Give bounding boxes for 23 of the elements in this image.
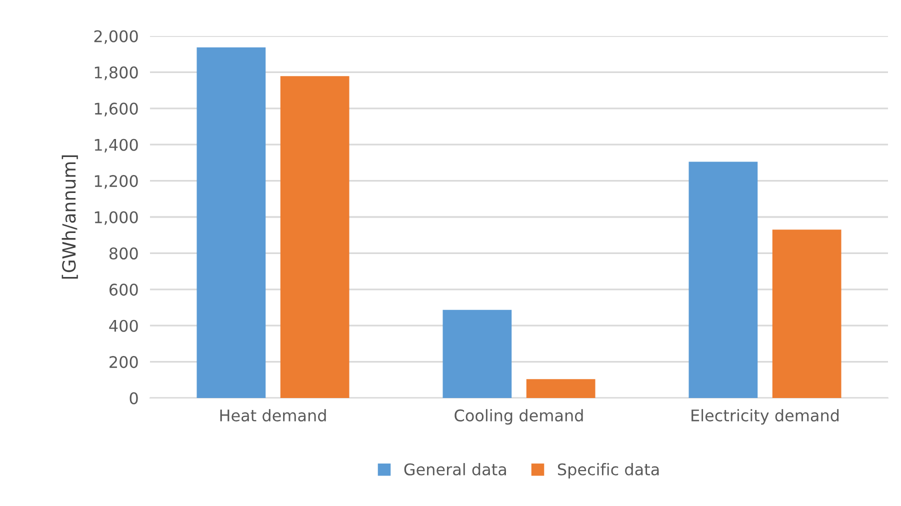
x-tick-label: Heat demand xyxy=(220,409,326,422)
y-tick-label: 1,400 xyxy=(94,138,138,153)
x-tick-label: Cooling demand xyxy=(454,409,583,425)
bar xyxy=(526,379,596,398)
y-tick-label: 0 xyxy=(130,392,138,404)
y-tick-label: 400 xyxy=(109,320,138,332)
y-tick-label: 1,800 xyxy=(94,66,138,80)
bar xyxy=(442,310,512,398)
y-tick-label: 1,200 xyxy=(94,175,138,189)
bar xyxy=(688,162,758,398)
bar xyxy=(772,230,842,398)
y-tick-label: 1,600 xyxy=(94,102,138,116)
y-axis-title: [GWh/annum] xyxy=(62,155,78,279)
y-tick-label: 200 xyxy=(110,356,138,368)
y-tick-label: 800 xyxy=(109,247,138,260)
legend-label: General data xyxy=(404,463,506,476)
bar xyxy=(196,47,266,398)
y-tick-label: 1,000 xyxy=(94,211,138,225)
x-tick-label: Electricity demand xyxy=(692,409,839,425)
y-tick-label: 600 xyxy=(110,284,138,296)
legend-label: Specific data xyxy=(558,463,659,479)
bar xyxy=(280,76,350,398)
y-tick-label: 2,000 xyxy=(94,30,138,44)
